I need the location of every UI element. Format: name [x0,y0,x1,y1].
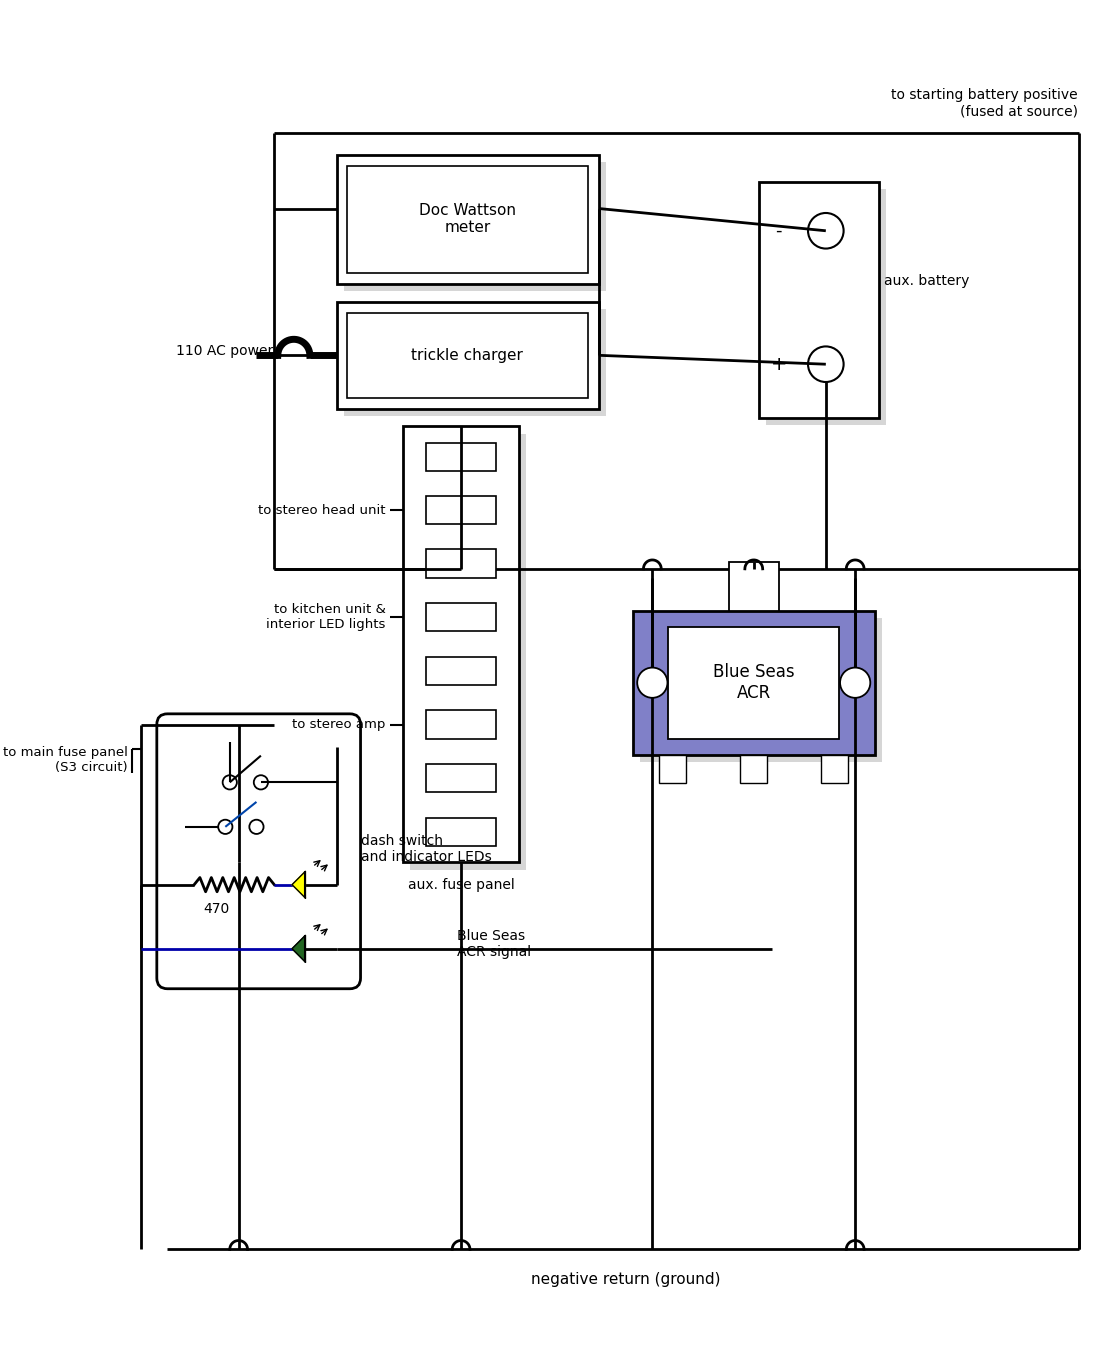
Polygon shape [292,872,306,898]
Text: Blue Seas
ACR: Blue Seas ACR [713,663,795,702]
Bar [410,434,526,869]
Circle shape [840,667,871,698]
Bar [822,754,848,783]
Text: to main fuse panel
(S3 circuit): to main fuse panel (S3 circuit) [2,746,128,775]
Bar [741,754,767,783]
Bar [639,618,882,762]
Text: 470: 470 [203,903,229,917]
Text: negative return (ground): negative return (ground) [530,1271,721,1286]
Bar [344,162,606,292]
Bar [347,312,588,398]
Circle shape [254,775,268,790]
Bar [759,181,880,417]
Circle shape [808,213,844,248]
Bar [175,731,357,985]
Text: to stereo head unit: to stereo head unit [258,503,386,517]
Bar [668,626,840,739]
Bar [426,764,496,792]
Circle shape [218,820,232,833]
Bar [404,427,519,862]
Bar [426,496,496,524]
Text: trickle charger: trickle charger [411,348,524,363]
Bar [426,603,496,632]
Text: +: + [771,355,787,374]
Bar [426,818,496,847]
Polygon shape [292,936,306,962]
Text: to stereo amp: to stereo amp [292,717,386,731]
Text: Blue Seas
ACR signal: Blue Seas ACR signal [457,929,530,959]
Bar [659,754,686,783]
Bar [728,562,778,611]
Text: aux. battery: aux. battery [884,274,969,288]
Bar [344,310,606,416]
Bar [426,711,496,739]
Text: Doc Wattson
meter: Doc Wattson meter [419,203,516,236]
Bar [426,657,496,685]
Text: to starting battery positive
(fused at source): to starting battery positive (fused at s… [891,89,1078,119]
Text: aux. fuse panel: aux. fuse panel [408,878,515,892]
Text: to kitchen unit &
interior LED lights: to kitchen unit & interior LED lights [266,603,386,632]
Bar [347,166,588,273]
Text: dash switch
and indicator LEDs: dash switch and indicator LEDs [360,833,492,865]
Circle shape [222,775,237,790]
Bar [633,611,875,754]
Circle shape [808,346,844,382]
Bar [337,155,599,284]
Bar [426,550,496,578]
Bar [426,442,496,471]
Bar [337,301,599,409]
Circle shape [637,667,667,698]
Circle shape [249,820,264,833]
Bar [766,190,886,424]
Text: -: - [775,222,782,240]
Text: 110 AC power: 110 AC power [177,344,274,357]
FancyBboxPatch shape [157,713,360,989]
